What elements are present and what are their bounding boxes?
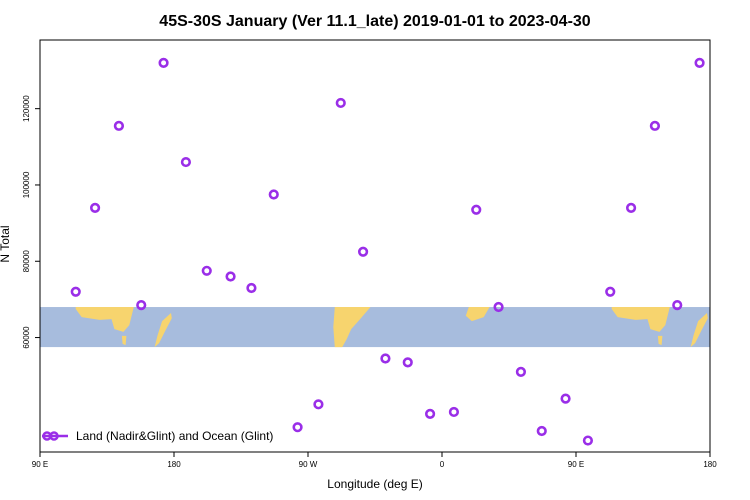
x-tick-label: 180: [703, 460, 717, 469]
plot-frame: [39, 39, 711, 453]
data-point: [113, 120, 125, 131]
x-tick-label: 90 E: [568, 460, 584, 469]
x-tick-label: 90 E: [32, 460, 48, 469]
x-tick-label: 180: [167, 460, 181, 469]
data-point: [225, 271, 236, 282]
chart-title: 45S-30S January (Ver 11.1_late) 2019-01-…: [159, 13, 590, 30]
south-america-shape: [333, 307, 371, 348]
data-point: [515, 366, 527, 377]
data-point: [605, 286, 616, 297]
land-shapes: [75, 307, 708, 348]
y-tick-label: 60000: [22, 326, 31, 349]
y-axis-label: N Total: [0, 225, 12, 262]
data-point: [694, 57, 705, 68]
y-tick-label: 100000: [22, 171, 31, 198]
data-point: [70, 286, 81, 297]
x-tick-label: 90 W: [299, 460, 318, 469]
data-point: [560, 393, 571, 404]
data-point: [493, 301, 504, 313]
data-point: [625, 202, 637, 213]
data-point: [180, 156, 192, 168]
data-point: [649, 120, 661, 131]
data-point: [136, 300, 147, 311]
data-points: [70, 57, 705, 446]
data-point: [582, 435, 594, 446]
ocean-band: [40, 307, 710, 348]
y-axis: 60000 80000 100000 120000: [22, 95, 40, 349]
data-point: [357, 246, 369, 257]
data-point: [158, 57, 169, 68]
data-point: [402, 357, 413, 368]
data-point: [313, 399, 324, 410]
x-tick-label: 0: [440, 460, 445, 469]
data-point: [268, 189, 279, 200]
australia-shape: [75, 307, 134, 332]
data-point: [672, 300, 683, 311]
data-point: [471, 204, 482, 215]
data-point: [335, 97, 346, 109]
data-point: [201, 265, 212, 276]
x-axis-label: Longitude (deg E): [327, 477, 422, 491]
x-axis: 90 E 180 90 W 0 90 E 180: [32, 452, 717, 469]
tasmania-shape: [657, 335, 663, 346]
legend-label: Land (Nadir&Glint) and Ocean (Glint): [76, 429, 273, 443]
data-point: [292, 422, 303, 433]
y-tick-label: 120000: [22, 95, 31, 122]
africa-shape: [465, 307, 490, 322]
legend: Land (Nadir&Glint) and Ocean (Glint): [42, 429, 273, 443]
data-point: [246, 282, 257, 294]
legend-marker: [49, 431, 59, 441]
data-point: [536, 425, 547, 437]
map-band: [40, 307, 710, 348]
new-zealand-shape: [690, 313, 708, 348]
data-point: [448, 406, 460, 418]
new-zealand-shape: [154, 313, 172, 348]
australia-shape: [611, 307, 670, 332]
data-point: [89, 202, 101, 213]
tasmania-shape: [121, 335, 127, 346]
data-point: [424, 408, 436, 419]
y-tick-label: 80000: [22, 250, 31, 273]
data-point: [380, 353, 391, 364]
